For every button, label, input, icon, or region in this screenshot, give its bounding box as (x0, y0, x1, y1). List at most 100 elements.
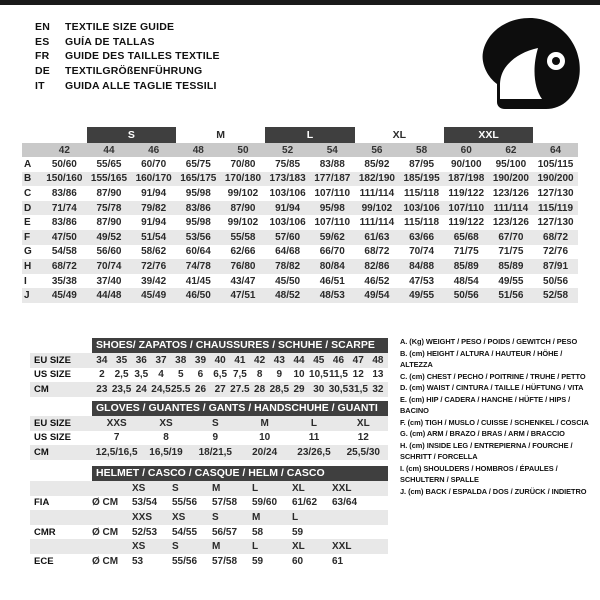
measurement-cell: 45/49 (51, 290, 77, 302)
measurement-key: E (24, 217, 31, 229)
measurement-cell: 75/78 (96, 202, 122, 214)
measurement-cell: 123/126 (492, 217, 529, 229)
measurement-cell: 105/115 (537, 158, 574, 170)
shoe-size-cell: 12 (352, 369, 364, 381)
title-language-code: IT (35, 79, 45, 92)
legend-line: A. (Kg) WEIGHT / PESO / POIDS / GEWITCH … (400, 337, 578, 346)
measurement-cell: 177/187 (314, 173, 351, 185)
measurement-cell: 115/118 (404, 217, 440, 229)
legend-line: G. (cm) ARM / BRAZO / BRAS / ARM / BRACC… (400, 429, 565, 438)
gloves-section: GLOVES / GUANTES / GANTS / HANDSCHUHE / … (30, 401, 388, 460)
measurement-cell: 91/94 (141, 187, 167, 199)
measurement-cell: 87/90 (96, 187, 122, 199)
measurement-cell: 150/160 (46, 173, 83, 185)
numeric-size-cell: 56 (371, 144, 383, 156)
measurement-cell: 58/62 (141, 246, 167, 258)
shoe-size-cell: 30,5 (328, 383, 349, 395)
measurement-cell: 48/52 (275, 290, 301, 302)
row-label: EU SIZE (34, 354, 71, 366)
gloves-section-title: GLOVES / GUANTES / GANTS / HANDSCHUHE / … (92, 401, 388, 416)
shoe-size-cell: 23,5 (111, 383, 132, 395)
shoe-size-cell: 23 (96, 383, 108, 395)
size-band-s: S (86, 127, 176, 143)
helmet-size-label: XS (132, 541, 146, 553)
measurement-cell: 91/94 (275, 202, 301, 214)
shoe-size-cell: 28 (254, 383, 266, 395)
helmet-circumference-cell: 53 (132, 555, 144, 567)
title-text: GUÍA DE TALLAS (65, 35, 155, 48)
measurement-cell: 61/63 (364, 231, 390, 243)
measurement-cell: 160/170 (135, 173, 172, 185)
helmet-size-label: L (252, 482, 259, 494)
measurement-cell: 71/74 (51, 202, 77, 214)
measurement-cell: 55/65 (96, 158, 122, 170)
numeric-size-cell: 46 (148, 144, 160, 156)
glove-size-cell: 12 (357, 432, 369, 444)
title-text: GUIDA ALLE TAGLIE TESSILI (65, 79, 217, 92)
measurement-cell: 99/102 (227, 187, 259, 199)
measurement-cell: 107/110 (314, 217, 351, 229)
measurement-cell: 95/98 (185, 217, 211, 229)
legend-line: F. (cm) TIGH / MUSLO / CUISSE / SCHENKEL… (400, 417, 589, 427)
helmet-circumference-cell: 55/56 (172, 497, 198, 509)
measurement-cell: 115/119 (538, 202, 574, 214)
measurement-cell: 35/38 (51, 275, 77, 287)
legend-line: J. (cm) BACK / ESPALDA / DOS / ZURÜCK / … (400, 486, 587, 496)
measurement-cell: 68/72 (51, 260, 77, 272)
measurement-cell: 95/100 (495, 158, 527, 170)
helmet-size-label: XS (132, 482, 146, 494)
helmet-circumference-cell: 59 (292, 526, 304, 538)
measurement-cell: 87/90 (230, 202, 256, 214)
title-row: DE TEXTILGRÖßENFÜHRUNG (35, 64, 220, 79)
size-band-l: L (265, 127, 355, 143)
legend-line: SCHULTERN / SPALLE (400, 475, 479, 484)
helmet-size-label: L (292, 511, 299, 523)
measurement-cell: 182/190 (358, 173, 395, 185)
measurement-cell: 51/54 (141, 231, 167, 243)
legend-line: SCHRITT / FORCELLA (400, 452, 478, 461)
measurement-cell: 49/54 (364, 290, 390, 302)
measurement-cell: 111/114 (493, 202, 529, 214)
measurement-cell: 64/68 (275, 246, 301, 258)
measurement-cell: 57/60 (275, 231, 301, 243)
measurement-key: I (24, 275, 27, 287)
helmet-circumference-cell: 57/58 (212, 555, 238, 567)
glove-size-cell: 20/24 (252, 446, 278, 458)
measurement-key: B (24, 173, 32, 185)
shoe-size-cell: 38 (175, 354, 187, 366)
shoes-section: SHOES/ ZAPATOS / CHAUSSURES / SCHUHE / S… (30, 338, 388, 397)
measurement-cell: 45/50 (275, 275, 301, 287)
measurement-key: C (24, 187, 32, 199)
title-row: ES GUÍA DE TALLAS (35, 35, 220, 50)
measurement-cell: 71/75 (453, 246, 479, 258)
helmet-circumference-cell: 61/62 (292, 497, 318, 509)
measurement-cell: 67/70 (498, 231, 524, 243)
shoe-size-cell: 8 (256, 369, 263, 381)
glove-size-cell: 18/21,5 (198, 446, 232, 458)
shoe-size-cell: 24 (135, 383, 147, 395)
measurement-cell: 123/126 (492, 187, 529, 199)
measurement-cell: 43/47 (230, 275, 256, 287)
glove-size-cell: S (211, 417, 219, 429)
measurement-cell: 95/98 (185, 187, 211, 199)
shoe-size-cell: 9 (276, 369, 283, 381)
measurement-cell: 50/56 (453, 290, 479, 302)
title-text: GUIDE DES TAILLES TEXTILE (65, 50, 220, 63)
row-label: US SIZE (34, 432, 71, 444)
measurement-cell: 127/130 (537, 217, 574, 229)
measurement-cell: 83/86 (51, 217, 77, 229)
title-text: TEXTILE SIZE GUIDE (65, 21, 175, 34)
helmet-size-header-row: XS S M L XL XXL (30, 539, 388, 554)
helmet-circumference-cell: 56/57 (212, 526, 238, 538)
size-band-xl: XL (354, 127, 444, 143)
measurement-cell: 87/91 (543, 260, 569, 272)
shoe-size-cell: 42 (254, 354, 266, 366)
table-row: EU SIZE XXS XS S M L XL (30, 416, 388, 431)
legend-line: I. (cm) SHOULDERS / HOMBROS / ÉPAULES / (400, 463, 558, 473)
measurement-cell: 83/88 (319, 158, 345, 170)
legend-line: D. (cm) WAIST / CINTURA / TAILLE / HÜFTU… (400, 383, 584, 392)
helmet-circumference-cell: 60 (292, 555, 304, 567)
shoe-size-cell: 39 (194, 354, 207, 366)
measurement-cell: 72/76 (543, 246, 569, 258)
numeric-gutter (22, 143, 42, 157)
